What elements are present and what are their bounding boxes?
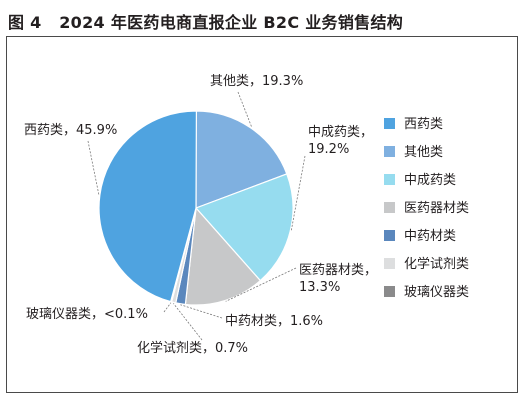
data-label-化学试剂类: 化学试剂类，0.7% (137, 340, 248, 356)
legend-label-其他类: 其他类 (404, 145, 443, 160)
data-label-西药类: 西药类，45.9% (24, 123, 117, 138)
leader-line-医药器材类 (225, 267, 297, 302)
legend-label-西药类: 西药类 (404, 117, 443, 132)
figure-number: 图 4 (8, 13, 42, 32)
pie-slice-西药类 (98, 110, 198, 303)
pie-slice-其他类 (195, 110, 288, 209)
legend-swatch-中药材类 (384, 230, 395, 241)
legend-swatch-医药器材类 (384, 202, 395, 213)
legend-swatch-玻璃仪器类 (384, 286, 395, 297)
pie-slice-中成药类 (194, 173, 294, 282)
data-label-玻璃仪器类: 玻璃仪器类，<0.1% (26, 307, 148, 322)
legend-label-玻璃仪器类: 玻璃仪器类 (404, 285, 469, 300)
legend-label-中成药类: 中成药类 (404, 173, 456, 188)
legend-label-化学试剂类: 化学试剂类 (404, 256, 469, 272)
leader-line-化学试剂类 (173, 303, 203, 341)
data-label-其他类: 其他类，19.3% (210, 74, 303, 89)
figure-title: 图 4 2024 年医药电商直报企业 B2C 业务销售结构 (8, 9, 403, 33)
data-label-中成药类: 中成药类， 19.2% (308, 125, 373, 157)
figure-title-text: 2024 年医药电商直报企业 B2C 业务销售结构 (59, 13, 404, 32)
legend-label-医药器材类: 医药器材类 (404, 201, 469, 216)
leader-line-玻璃仪器类 (163, 302, 172, 313)
pie-slices (98, 110, 294, 306)
legend-swatch-其他类 (384, 146, 395, 157)
legend-label-中药材类: 中药材类 (404, 229, 456, 244)
leader-line-中药材类 (180, 304, 223, 319)
chart-frame (6, 36, 518, 393)
leader-line-中成药类 (290, 155, 306, 232)
legend-swatch-化学试剂类 (384, 258, 395, 269)
data-label-中药材类: 中药材类，1.6% (225, 314, 323, 329)
leader-line-西药类 (87, 140, 100, 195)
data-label-医药器材类: 医药器材类， 13.3% (299, 263, 377, 295)
legend-swatch-中成药类 (384, 174, 395, 185)
legend-swatch-西药类 (384, 118, 395, 129)
data-labels: 西药类，45.9% 其他类，19.3% 中成药类， 19.2% 医药器材类， 13.3% 中… (24, 74, 377, 356)
leader-line-其他类 (237, 91, 253, 128)
pie-slice-医药器材类 (184, 206, 262, 306)
leader-lines (87, 91, 306, 341)
